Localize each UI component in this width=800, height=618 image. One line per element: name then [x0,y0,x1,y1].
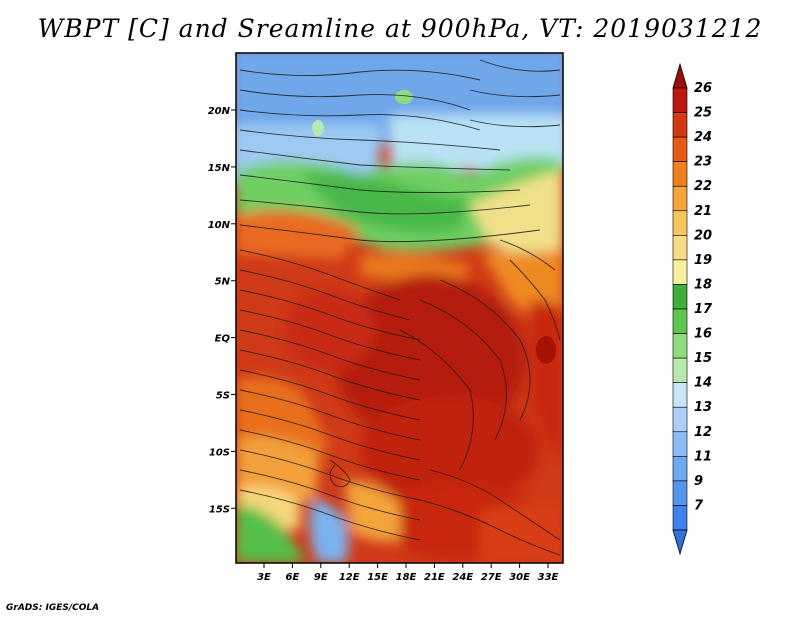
grads-credit: GrADS: IGES/COLA [6,603,100,613]
colorbar-label: 13 [694,400,712,415]
lon-tick-label: 15E [367,572,388,583]
lat-tick-label: 10S [209,447,230,458]
lat-tick-label: 5S [216,391,230,402]
colorbar-segment [672,136,688,162]
map-frame [235,52,564,564]
colorbar-label: 25 [694,106,712,121]
lat-tick-label: 5N [215,277,231,288]
lon-tick-label: 30E [509,572,530,583]
colorbar-segment [672,357,688,383]
colorbar-label: 23 [694,155,712,170]
streamlines [239,59,561,556]
colorbar-label: 19 [694,253,712,268]
lon-tick-label: 21E [424,572,445,583]
colorbar-label: 17 [694,302,713,317]
colorbar-label: 7 [694,498,704,513]
colorbar-segment [672,505,688,531]
colorbar-segment [672,259,688,285]
latitude-axis: 20N 15N 10N 5N EQ 5S 10S 15S [208,106,236,515]
lon-tick-label: 9E [314,572,328,583]
colorbar-label: 18 [694,277,712,292]
colorbar-label: 21 [694,204,712,219]
colorbar-label: 20 [694,228,712,243]
colorbar: 26 25 24 23 22 21 20 19 18 17 16 15 14 13 12 11 9 7 [672,62,713,556]
colorbar-label: 16 [694,327,712,342]
colorbar-label: 26 [694,81,712,96]
colorbar-segment [672,431,688,457]
lon-tick-label: 12E [339,572,360,583]
colorbar-segment [672,406,688,433]
colorbar-segment [672,161,688,187]
lon-tick-label: 33E [538,572,559,583]
colorbar-bottom-arrow [672,529,688,556]
lon-tick-label: 3E [257,572,271,583]
colorbar-segment [672,235,688,261]
lat-tick-label: 20N [208,106,231,117]
colorbar-segment [672,210,688,236]
colorbar-segment [672,480,688,506]
colorbar-segment [672,185,688,212]
colorbar-top-arrow [672,62,688,89]
longitude-axis: 3E 6E 9E 12E 15E 18E 21E 24E 27E 30E 33E [257,563,559,583]
lat-tick-label: 15N [208,163,231,174]
lon-tick-label: 18E [396,572,417,583]
colorbar-label: 11 [694,449,712,464]
wbpt-shading [236,53,563,563]
colorbar-label: 24 [694,130,712,145]
colorbar-segment [672,333,688,359]
colorbar-label: 22 [694,179,712,194]
colorbar-segment [672,112,688,138]
colorbar-segment [672,382,688,408]
lon-tick-label: 6E [286,572,300,583]
colorbar-segment [672,308,688,334]
colorbar-label: 9 [694,474,703,489]
lat-tick-label: 15S [209,504,230,515]
lat-tick-label: EQ [215,334,231,345]
colorbar-label: 15 [694,351,712,366]
chart-title: WBPT [C] and Sreamline at 900hPa, VT: 20… [37,14,763,43]
colorbar-segment [672,284,688,310]
colorbar-segment [672,87,688,113]
lon-tick-label: 27E [481,572,502,583]
lon-tick-label: 24E [452,572,473,583]
colorbar-label: 12 [694,425,712,440]
lat-tick-label: 10N [208,220,231,231]
colorbar-segment [672,456,688,482]
colorbar-label: 14 [694,376,712,391]
